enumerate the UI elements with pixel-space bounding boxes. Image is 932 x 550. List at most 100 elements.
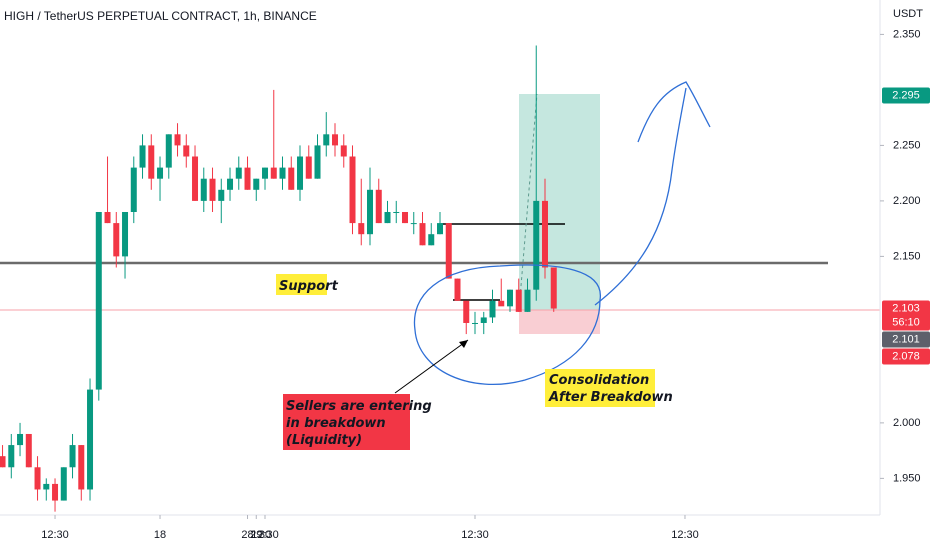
drawings (0, 93, 880, 334)
candle-body (515, 289, 522, 312)
candle-body (87, 389, 94, 490)
y-tick-label: 1.950 (893, 472, 921, 484)
candle-body (393, 211, 400, 213)
position-loss-zone (519, 310, 600, 334)
candle-body (34, 467, 41, 490)
candle-body (480, 317, 487, 323)
price-tag (882, 331, 930, 348)
candle-body (375, 189, 382, 224)
candle-body (332, 134, 339, 146)
x-tick-label: 12:30 (251, 529, 279, 541)
candle-body (95, 211, 102, 390)
candle-body (262, 167, 269, 179)
candle-body (454, 278, 461, 301)
candle-body (506, 289, 513, 307)
candle-body (419, 223, 426, 246)
candle-body (297, 156, 304, 190)
overlay: Support Sellers are entering in breakdow… (276, 81, 711, 450)
x-tick-label: 28 (241, 529, 253, 541)
note-text: Sellers are entering (286, 399, 432, 414)
position-profit-zone (519, 94, 600, 310)
candle-body (165, 134, 172, 168)
candle-body (244, 167, 251, 190)
candle-body (52, 483, 59, 501)
candle-body (60, 467, 67, 501)
candle-body (157, 167, 164, 179)
candle-body (428, 234, 435, 246)
hand-drawn-arrow (594, 87, 687, 306)
chart-title: HIGH / TetherUS PERPETUAL CONTRACT, 1h, … (4, 9, 317, 23)
note-text: Support (279, 279, 339, 294)
y-tick-label: 2.350 (893, 28, 921, 40)
candle-body (340, 145, 347, 157)
candle-body (43, 483, 50, 490)
candle-body (253, 178, 260, 190)
candle-body (384, 211, 391, 224)
candle-body (148, 145, 155, 179)
x-tick-label: 12:30 (671, 529, 699, 541)
price-tag-countdown: 56:10 (892, 316, 920, 328)
y-tick-label: 2.250 (893, 139, 921, 151)
candle-body (104, 211, 111, 224)
candles (0, 45, 557, 512)
candle-body (437, 223, 443, 235)
candle-body (367, 189, 374, 235)
candle-body (227, 178, 234, 190)
price-tag (882, 300, 930, 331)
position-path (518, 93, 538, 311)
candle-body (78, 445, 85, 490)
candle-body (69, 445, 76, 468)
x-tick-label: 18 (154, 529, 166, 541)
candle-body (279, 167, 286, 179)
candle-body (349, 156, 356, 224)
candle-body (533, 200, 540, 290)
y-tick-label: 2.000 (893, 417, 921, 429)
note-text: After Breakdown (548, 390, 673, 405)
y-tick-label: 2.200 (893, 195, 921, 207)
candle-body (209, 178, 216, 201)
candle-body (305, 156, 312, 179)
x-tick-label: 29 (250, 529, 262, 541)
candle-body (130, 167, 137, 212)
price-tag-label: 2.103 (892, 302, 920, 314)
candle-body (113, 223, 120, 257)
x-tick-label: 30 (259, 529, 271, 541)
candle-body (192, 156, 199, 201)
price-tag (882, 87, 930, 104)
candle-body (288, 167, 295, 190)
price-tag (882, 348, 930, 365)
price-tag-label: 2.078 (892, 350, 920, 362)
y-axis-label: USDT (893, 8, 923, 20)
candle-body (200, 178, 207, 201)
candle-body (445, 223, 452, 279)
note-text: Consolidation (549, 373, 649, 388)
candle-body (489, 300, 496, 318)
note-box (545, 369, 655, 407)
price-tag-label: 2.101 (892, 333, 920, 345)
candle-body (402, 211, 409, 224)
candle-body (270, 167, 277, 179)
candle-body (314, 145, 321, 179)
x-tick-label: 12:30 (41, 529, 69, 541)
hand-drawn-ellipse (413, 264, 601, 385)
candle-body (463, 300, 470, 323)
x-tick-label: 12:30 (461, 529, 489, 541)
candle-body (471, 322, 478, 324)
price-tag-label: 2.295 (892, 89, 920, 101)
note-box (283, 394, 410, 450)
note-text: in breakdown (286, 416, 386, 431)
candle-body (17, 433, 24, 446)
candle-body (524, 289, 531, 312)
candle-body (323, 134, 330, 146)
candle-body (410, 223, 417, 225)
candle-body (183, 145, 190, 157)
note-box (276, 274, 327, 295)
candle-body (498, 300, 505, 307)
candle-body (235, 167, 242, 179)
pointer-line (394, 339, 469, 394)
candle-body (541, 200, 548, 268)
candle-body (218, 189, 225, 201)
pointer-head (459, 340, 468, 348)
